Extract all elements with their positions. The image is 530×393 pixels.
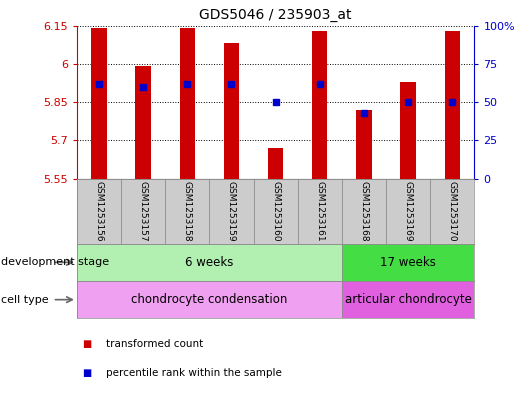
Bar bbox=[180, 28, 195, 179]
Bar bbox=[312, 31, 328, 179]
Bar bbox=[356, 110, 372, 179]
Bar bbox=[77, 179, 121, 244]
Bar bbox=[253, 179, 298, 244]
Text: ■: ■ bbox=[82, 339, 91, 349]
Text: percentile rank within the sample: percentile rank within the sample bbox=[106, 368, 282, 378]
Bar bbox=[268, 148, 284, 179]
Text: ■: ■ bbox=[82, 368, 91, 378]
Text: development stage: development stage bbox=[1, 257, 109, 267]
Text: GSM1253170: GSM1253170 bbox=[448, 181, 457, 242]
Bar bbox=[77, 244, 342, 281]
Bar bbox=[342, 244, 474, 281]
Bar bbox=[445, 31, 460, 179]
Text: GSM1253160: GSM1253160 bbox=[271, 181, 280, 242]
Bar bbox=[77, 281, 342, 318]
Title: GDS5046 / 235903_at: GDS5046 / 235903_at bbox=[199, 8, 352, 22]
Text: GSM1253161: GSM1253161 bbox=[315, 181, 324, 242]
Text: 6 weeks: 6 weeks bbox=[185, 256, 234, 269]
Text: transformed count: transformed count bbox=[106, 339, 203, 349]
Bar bbox=[224, 44, 239, 179]
Bar bbox=[342, 179, 386, 244]
Bar bbox=[209, 179, 253, 244]
Bar bbox=[135, 66, 151, 179]
Bar bbox=[342, 281, 474, 318]
Text: GSM1253158: GSM1253158 bbox=[183, 181, 192, 242]
Bar bbox=[165, 179, 209, 244]
Text: GSM1253156: GSM1253156 bbox=[94, 181, 103, 242]
Bar bbox=[400, 82, 416, 179]
Text: 17 weeks: 17 weeks bbox=[380, 256, 436, 269]
Text: GSM1253159: GSM1253159 bbox=[227, 181, 236, 242]
Bar bbox=[430, 179, 474, 244]
Bar bbox=[91, 28, 107, 179]
Text: cell type: cell type bbox=[1, 295, 49, 305]
Text: GSM1253157: GSM1253157 bbox=[139, 181, 147, 242]
Text: GSM1253168: GSM1253168 bbox=[359, 181, 368, 242]
Text: GSM1253169: GSM1253169 bbox=[404, 181, 412, 242]
Bar bbox=[386, 179, 430, 244]
Text: chondrocyte condensation: chondrocyte condensation bbox=[131, 293, 288, 306]
Text: articular chondrocyte: articular chondrocyte bbox=[344, 293, 472, 306]
Bar bbox=[298, 179, 342, 244]
Bar bbox=[121, 179, 165, 244]
